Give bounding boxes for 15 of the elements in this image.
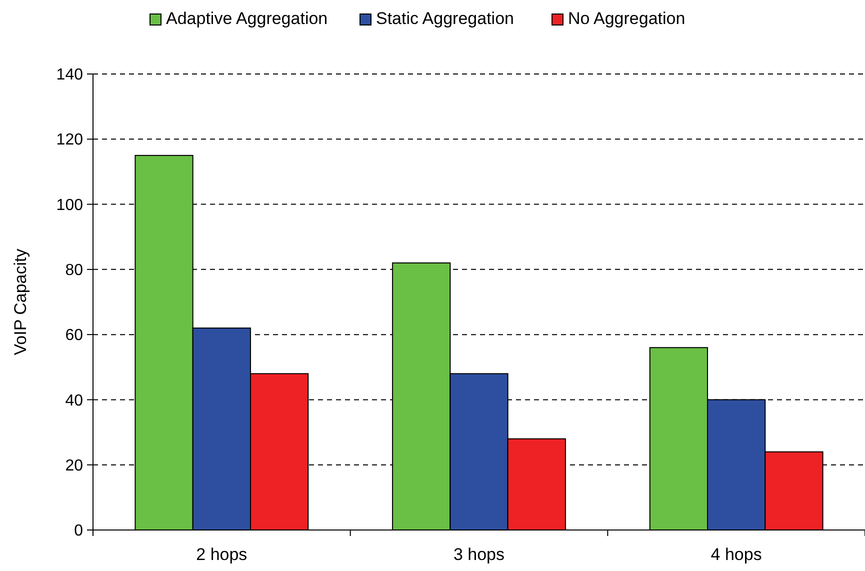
y-tick-label: 60 xyxy=(65,327,84,344)
y-axis-title: VoIP Capacity xyxy=(11,248,30,356)
y-tick-label: 20 xyxy=(65,457,84,474)
y-tick-label: 80 xyxy=(65,262,84,280)
y-tick-label: 40 xyxy=(65,392,84,410)
legend-label: Adaptive Aggregation xyxy=(166,9,328,28)
legend-label: No Aggregation xyxy=(568,9,686,28)
y-tick-label: 120 xyxy=(56,132,84,149)
legend-label: Static Aggregation xyxy=(376,9,514,28)
y-tick-label: 140 xyxy=(56,66,84,84)
x-tick-label: 2 hops xyxy=(196,545,248,564)
x-tick-label: 4 hops xyxy=(710,545,762,564)
x-tick-label: 3 hops xyxy=(453,545,505,564)
y-tick-label: 0 xyxy=(74,522,84,540)
y-tick-label: 100 xyxy=(56,196,84,214)
